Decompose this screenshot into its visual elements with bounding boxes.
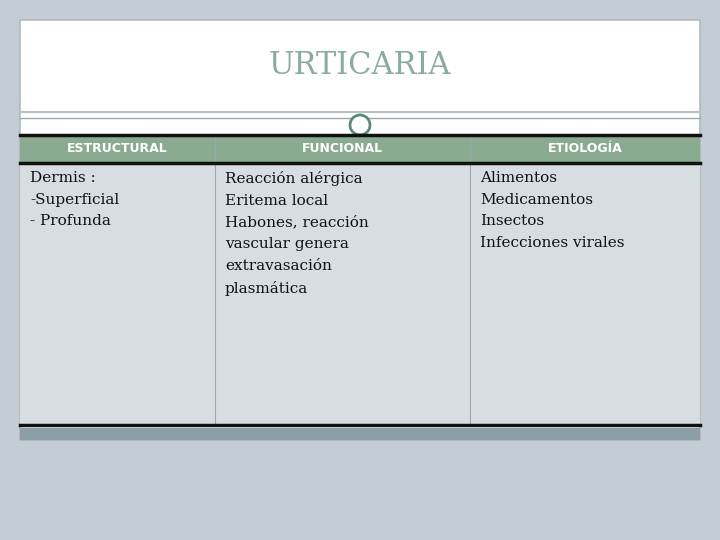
Text: FUNCIONAL: FUNCIONAL (302, 143, 383, 156)
Circle shape (350, 115, 370, 135)
Text: URTICARIA: URTICARIA (269, 50, 451, 80)
Text: Dermis :
-Superficial
- Profunda: Dermis : -Superficial - Profunda (30, 171, 120, 228)
Text: ESTRUCTURAL: ESTRUCTURAL (67, 143, 168, 156)
Bar (20, 135, 700, 163)
Bar (20, 163, 700, 425)
Text: Reacción alérgica
Eritema local
Habones, reacción
vascular genera
extravasación
: Reacción alérgica Eritema local Habones,… (225, 171, 369, 296)
Bar (20, 428, 700, 440)
Bar (20, 20, 700, 440)
Text: Alimentos
Medicamentos
Insectos
Infecciones virales: Alimentos Medicamentos Insectos Infeccio… (480, 171, 624, 250)
Text: ETIOLOGÍA: ETIOLOGÍA (548, 143, 622, 156)
